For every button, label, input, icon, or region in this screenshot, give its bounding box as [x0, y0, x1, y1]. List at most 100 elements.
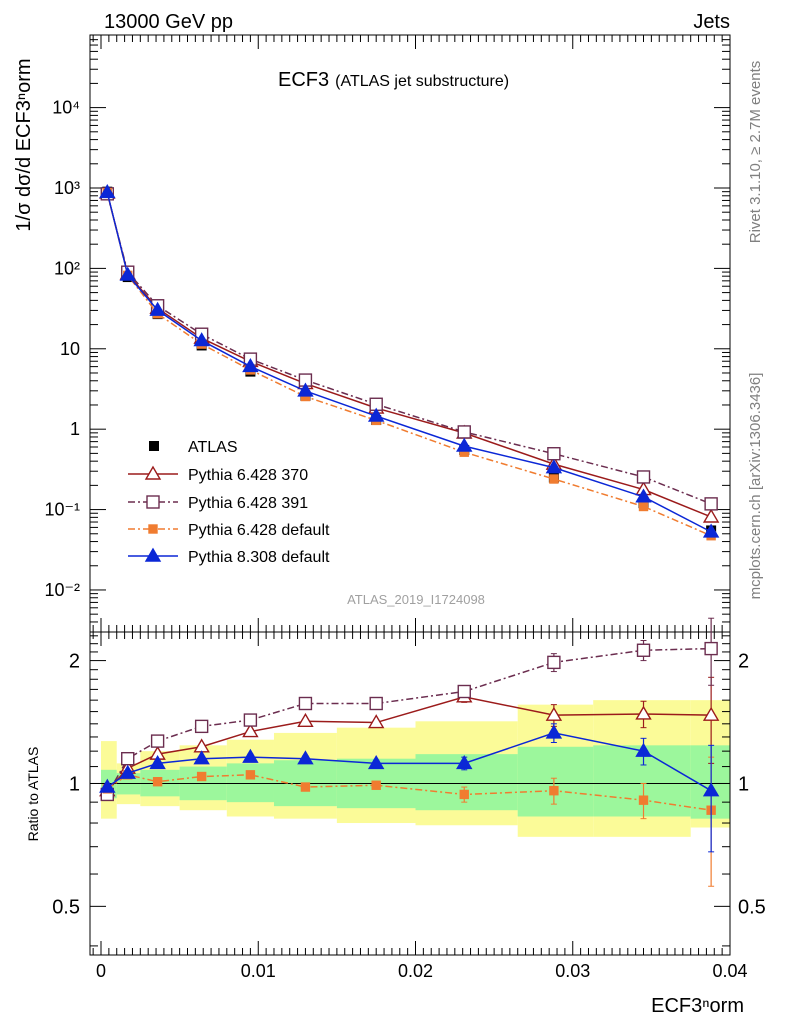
series-point: [149, 301, 166, 316]
x-tick-label: 0.03: [555, 961, 590, 981]
series-point: [367, 407, 385, 422]
ratio-point: [152, 777, 163, 787]
ratio-point: [196, 771, 207, 782]
ratio-tick-label: 0.5: [52, 896, 80, 918]
ratio-point: [371, 780, 381, 790]
y-tick-label: 10: [60, 339, 80, 359]
ratio-point: [99, 778, 116, 793]
ratio-point: [150, 734, 165, 748]
series-3: [99, 183, 720, 853]
y-tick-label: 10⁴: [52, 98, 80, 118]
legend: ATLAS Pythia 6.428 370 Pythia 6.428 391 Pyt…: [128, 439, 330, 566]
ratio-point: [367, 754, 385, 770]
series-layer: [99, 183, 720, 887]
legend-label: Pythia 6.428 default: [188, 522, 330, 539]
ratio-tick-label-right: 2: [738, 651, 749, 673]
ratio-point: [545, 724, 563, 739]
x-tick-label: 0.04: [712, 961, 747, 981]
series-point: [545, 459, 563, 474]
ratio-point: [242, 748, 259, 763]
ratio-point: [702, 706, 720, 721]
legend-marker: [149, 441, 159, 451]
series-point: [638, 501, 649, 512]
ratio-point: [459, 789, 469, 800]
ratio-point: [369, 696, 383, 711]
ratio-point: [702, 782, 720, 797]
side-label-bottom: mcplots.cern.ch [arXiv:1306.3436]: [747, 373, 764, 600]
ratio-point: [635, 742, 652, 757]
y-axis-label-top: 1/σ dσ/d ECF3ⁿorm: [13, 58, 35, 231]
ratio-tick-label: 2: [69, 651, 80, 673]
reference-bands: [101, 700, 730, 837]
series-point: [99, 183, 116, 199]
series-1: [100, 187, 718, 802]
legend-marker: [146, 495, 160, 509]
ratio-point: [367, 714, 385, 729]
ratio-panel-frame: [89, 631, 731, 956]
ratio-tick-label: 1: [69, 773, 80, 795]
series-point: [456, 437, 473, 452]
legend-label: ATLAS: [188, 439, 238, 456]
band-inner: [226, 763, 274, 803]
ratio-point: [635, 705, 652, 720]
ratio-point: [638, 795, 649, 805]
ratio-point: [300, 782, 311, 792]
ratio-point: [545, 706, 563, 721]
ratio-point: [457, 684, 471, 699]
ratio-point: [297, 712, 314, 728]
analysis-id: ATLAS_2019_I1724098: [347, 592, 485, 607]
series-point: [242, 358, 259, 373]
series-line-main: [106, 192, 712, 537]
series-point: [547, 447, 561, 461]
ratio-tick-label-right: 0.5: [738, 896, 766, 918]
ratio-point: [636, 643, 651, 657]
legend-label: Pythia 6.428 391: [188, 495, 308, 512]
x-tick-label: 0.01: [241, 961, 276, 981]
y-tick-label: 1: [70, 419, 80, 439]
series-point: [636, 470, 651, 484]
y-tick-label: 10²: [54, 258, 80, 278]
series-point: [457, 425, 471, 439]
series-point: [119, 266, 136, 281]
ratio-point: [547, 655, 561, 670]
series-point: [549, 474, 559, 484]
series-point: [702, 523, 720, 538]
series-point: [702, 508, 720, 523]
ratio-point: [242, 723, 259, 738]
ratio-point: [243, 713, 258, 727]
legend-marker: [148, 524, 158, 534]
ratio-point: [194, 719, 209, 734]
ratio-point: [298, 696, 313, 711]
ratio-point: [297, 750, 314, 765]
ratio-point: [119, 764, 136, 779]
x-tick-label: 0: [96, 961, 106, 981]
ratio-point: [456, 754, 473, 770]
side-label-top: Rivet 3.1.10, ≥ 2.7M events: [747, 61, 764, 244]
series-point: [635, 488, 652, 503]
ratio-tick-label-right: 1: [738, 773, 749, 795]
ratio-point: [121, 751, 135, 766]
legend-marker: [144, 547, 162, 562]
ratio-point: [193, 750, 210, 765]
series-line-ratio: [106, 774, 712, 811]
plot-title: ECF3 (ATLAS jet substructure): [278, 69, 509, 91]
y-tick-label: 10⁻¹: [44, 500, 80, 520]
axes-frame: 0 0.01 0.02 0.03 0.04 10⁻² 10⁻¹ 1 10 10² 10³ 10⁴ 0.5…: [44, 34, 766, 981]
ratio-point: [704, 641, 718, 656]
band-inner: [517, 746, 594, 817]
legend-marker: [144, 465, 162, 480]
x-axis-label: ECF3ⁿorm: [651, 995, 744, 1017]
y-tick-label: 10³: [54, 178, 80, 198]
series-point: [704, 497, 718, 511]
ratio-point: [549, 786, 559, 796]
y-axis-label-bottom: Ratio to ATLAS: [25, 747, 41, 842]
x-tick-label: 0.02: [398, 961, 433, 981]
ratio-point: [149, 754, 166, 770]
legend-label: Pythia 6.428 370: [188, 467, 308, 484]
legend-label: Pythia 8.308 default: [188, 549, 330, 566]
series-point: [297, 382, 314, 397]
header-left: 13000 GeV pp: [104, 11, 233, 33]
ratio-point: [245, 770, 256, 780]
y-tick-label: 10⁻²: [44, 580, 80, 600]
